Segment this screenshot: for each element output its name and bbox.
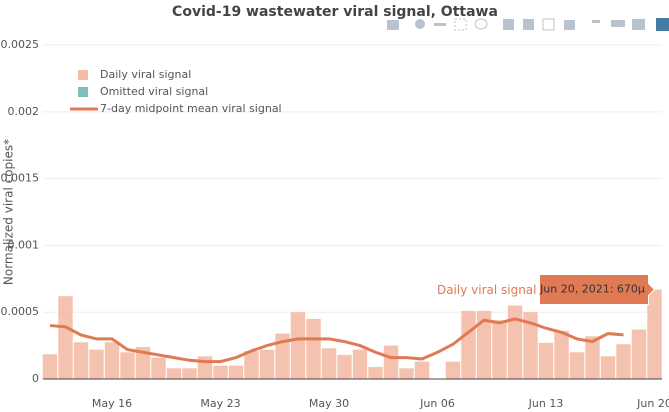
x-tick-label: Jun 20 — [636, 397, 669, 410]
x-tick-label: Jun 13 — [528, 397, 564, 410]
bar — [585, 336, 600, 379]
bar — [120, 352, 135, 379]
bar — [151, 357, 166, 379]
tooltip-text: Jun 20, 2021: 670µ — [539, 282, 645, 295]
reset-icon[interactable] — [564, 20, 575, 30]
zoom-out-icon[interactable] — [523, 19, 534, 30]
pan-icon[interactable] — [434, 23, 446, 26]
bar — [166, 368, 182, 379]
zoom-in-icon[interactable] — [503, 19, 514, 30]
bar — [73, 342, 89, 379]
y-axis-label: Normalized viral copies* — [2, 139, 16, 285]
bar — [104, 342, 120, 379]
x-tick-label: May 23 — [200, 397, 240, 410]
bar — [476, 310, 492, 379]
y-tick-label: 0.0025 — [1, 38, 40, 51]
y-tick-label: 0 — [32, 372, 39, 385]
legend-label: 7-day midpoint mean viral signal — [100, 102, 282, 115]
bar — [337, 354, 352, 379]
bar — [492, 320, 507, 379]
camera-icon[interactable] — [387, 20, 399, 30]
box-select-icon[interactable] — [454, 18, 467, 31]
bar — [647, 289, 662, 379]
lasso-icon[interactable] — [474, 18, 488, 30]
bar — [554, 330, 569, 379]
line — [49, 317, 624, 364]
bar — [352, 349, 368, 379]
tooltip-box — [539, 273, 656, 305]
legend-label: Daily viral signal — [100, 68, 191, 81]
bar — [58, 296, 73, 379]
bar — [569, 352, 585, 379]
bar — [507, 305, 523, 379]
bar — [368, 366, 383, 379]
bar — [275, 333, 290, 379]
bar — [616, 344, 631, 379]
bar — [631, 329, 647, 379]
plotly-logo[interactable] — [656, 18, 669, 31]
y-tick-label: 0.0005 — [1, 305, 40, 318]
bar — [228, 365, 244, 379]
legend-swatch — [78, 87, 88, 97]
x-tick-label: May 30 — [309, 397, 349, 410]
bar — [399, 368, 414, 379]
autoscale-icon[interactable] — [542, 18, 555, 31]
bar — [89, 349, 104, 379]
bar — [259, 349, 275, 379]
x-tick-label: Jun 06 — [419, 397, 455, 410]
bar — [414, 361, 430, 379]
tooltip-series: Daily viral signal — [437, 283, 537, 297]
bar — [383, 345, 399, 379]
spike-icon[interactable] — [592, 20, 600, 23]
bar — [461, 310, 476, 379]
legend-label: Omitted viral signal — [100, 85, 208, 98]
bar — [321, 348, 337, 379]
modebar[interactable] — [387, 18, 669, 31]
bar — [600, 356, 616, 379]
hover-compare-icon[interactable] — [632, 19, 645, 30]
bar — [538, 342, 554, 379]
bar — [306, 318, 321, 379]
y-tick-label: 0.002 — [8, 105, 40, 118]
x-tick-label: May 16 — [92, 397, 132, 410]
bar — [290, 312, 306, 379]
zoom-icon[interactable] — [415, 19, 425, 29]
bar — [182, 368, 197, 379]
bar — [135, 346, 151, 379]
bar — [523, 312, 538, 379]
hover-closest-icon[interactable] — [611, 20, 625, 27]
bar — [213, 365, 228, 379]
y-tick-label: 0.0015 — [1, 172, 40, 185]
bar — [244, 350, 259, 379]
chart-title: Covid-19 wastewater viral signal, Ottawa — [172, 4, 498, 20]
bar — [42, 354, 58, 379]
legend-swatch — [78, 70, 88, 80]
bar — [445, 361, 461, 379]
y-tick-label: 0.001 — [8, 238, 40, 251]
